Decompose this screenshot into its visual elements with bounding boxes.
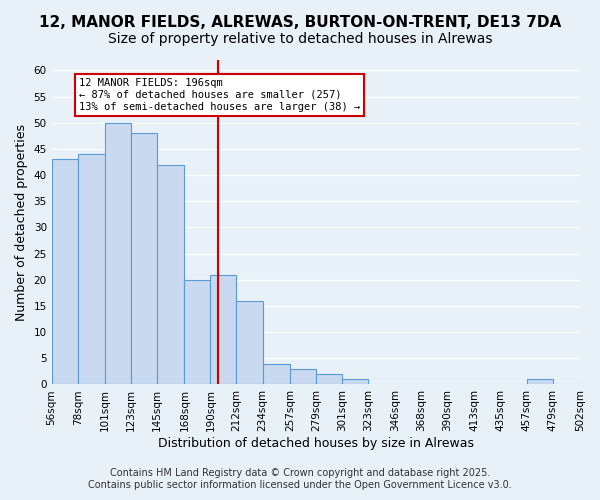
Text: Contains HM Land Registry data © Crown copyright and database right 2025.
Contai: Contains HM Land Registry data © Crown c… (88, 468, 512, 490)
Bar (316, 374, 342, 384)
Bar (342, 379, 368, 384)
Y-axis label: Number of detached properties: Number of detached properties (15, 124, 28, 320)
Bar (52, 160, 78, 384)
Bar (78, 154, 105, 384)
Bar (527, 379, 553, 384)
Text: Size of property relative to detached houses in Alrewas: Size of property relative to detached ho… (108, 32, 492, 46)
Bar (131, 134, 157, 384)
X-axis label: Distribution of detached houses by size in Alrewas: Distribution of detached houses by size … (158, 437, 474, 450)
Bar (263, 364, 290, 384)
Bar (236, 300, 263, 384)
Bar (157, 164, 184, 384)
Bar (211, 274, 236, 384)
Bar (184, 280, 211, 384)
Bar (290, 369, 316, 384)
Text: 12, MANOR FIELDS, ALREWAS, BURTON-ON-TRENT, DE13 7DA: 12, MANOR FIELDS, ALREWAS, BURTON-ON-TRE… (39, 15, 561, 30)
Bar (105, 123, 131, 384)
Bar (580, 379, 600, 384)
Text: 12 MANOR FIELDS: 196sqm
← 87% of detached houses are smaller (257)
13% of semi-d: 12 MANOR FIELDS: 196sqm ← 87% of detache… (79, 78, 360, 112)
